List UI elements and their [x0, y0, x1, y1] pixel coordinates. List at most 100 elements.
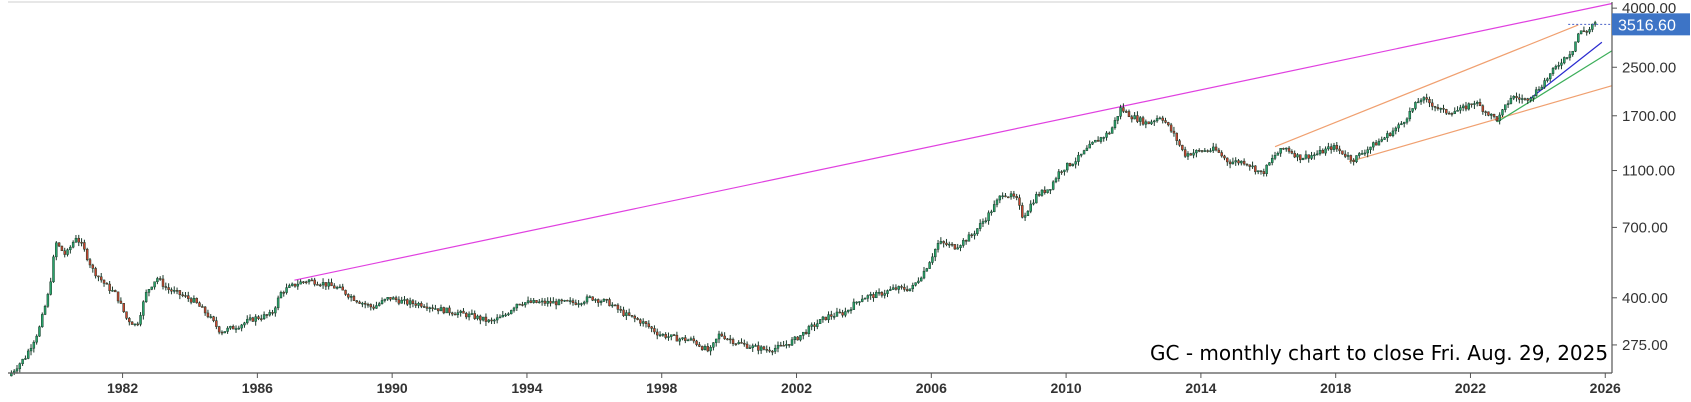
candle-down	[529, 300, 533, 303]
candle-down	[723, 335, 726, 340]
candle-up	[776, 344, 780, 349]
candle-down	[608, 299, 611, 307]
candle-down	[1130, 116, 1134, 120]
candle-down	[414, 303, 417, 306]
candle-up	[1009, 193, 1013, 198]
candle-down	[1582, 30, 1586, 32]
candle-up	[580, 303, 583, 305]
candle-down	[1518, 97, 1521, 100]
candle-down	[650, 326, 653, 329]
candle-up	[254, 316, 257, 322]
candle-up	[1155, 118, 1159, 122]
candle-up	[799, 335, 802, 341]
candle-down	[1172, 130, 1176, 134]
candle-up	[860, 298, 864, 302]
candle-up	[268, 312, 271, 316]
candle-up	[299, 281, 302, 285]
candle-down	[1492, 113, 1496, 117]
candle-up	[229, 325, 232, 329]
candle-up	[922, 270, 926, 279]
candle-down	[316, 284, 319, 286]
candle-up	[585, 296, 589, 303]
candle-down	[953, 244, 957, 250]
candle-down	[473, 313, 476, 319]
candle-up	[383, 298, 387, 301]
candle-up	[111, 290, 114, 292]
candle-up	[658, 334, 662, 337]
candle-up	[956, 247, 959, 250]
candle-down	[768, 349, 771, 352]
candle-down	[1447, 112, 1451, 115]
candle-up	[1571, 50, 1574, 55]
candle-down	[369, 304, 373, 308]
candle-up	[849, 309, 853, 311]
candle-down	[726, 338, 729, 341]
candle-up	[1512, 96, 1515, 99]
candle-down	[633, 315, 637, 319]
candle-up	[1032, 202, 1035, 205]
x-tick-label: 2002	[781, 380, 812, 396]
candle-down	[217, 326, 221, 333]
candle-down	[1226, 157, 1229, 163]
candle-up	[844, 311, 847, 316]
candle-up	[992, 204, 996, 213]
candle-up	[378, 303, 381, 306]
candle-up	[1304, 154, 1308, 159]
candle-up	[1568, 54, 1572, 58]
candle-up	[1372, 142, 1375, 148]
candle-down	[324, 282, 328, 287]
candle-down	[1374, 142, 1378, 146]
candle-down	[796, 336, 799, 341]
candle-up	[1593, 22, 1597, 25]
candle-up	[1153, 120, 1156, 123]
candle-up	[288, 285, 291, 288]
candle-up	[1557, 65, 1560, 67]
candle-up	[981, 221, 985, 224]
candle-down	[554, 301, 558, 306]
candle-down	[605, 298, 608, 301]
candle-up	[392, 297, 395, 300]
candle-up	[1080, 153, 1083, 156]
candle-up	[1051, 181, 1055, 190]
candle-up	[877, 292, 881, 294]
y-tick-label: 400.00	[1622, 290, 1668, 307]
candle-down	[684, 337, 687, 341]
candle-down	[779, 344, 783, 347]
candle-up	[1310, 155, 1313, 159]
candle-up	[641, 321, 645, 324]
candle-down	[824, 316, 827, 321]
candle-down	[1254, 165, 1257, 173]
candle-up	[1065, 162, 1069, 171]
candle-down	[431, 307, 434, 309]
candle-up	[262, 314, 266, 319]
candle-down	[119, 300, 123, 304]
candle-down	[518, 303, 521, 306]
candle-up	[1276, 152, 1280, 156]
candle-down	[130, 321, 134, 325]
candle-down	[170, 289, 173, 292]
candle-down	[1259, 170, 1263, 172]
candle-up	[538, 301, 541, 304]
candle-up	[524, 302, 527, 306]
y-tick-label: 700.00	[1622, 219, 1668, 236]
candle-up	[1071, 163, 1075, 167]
last-price-label: 3516.60	[1618, 17, 1676, 34]
candle-up	[1256, 170, 1260, 173]
candle-down	[344, 289, 347, 295]
x-tick-label: 2006	[916, 380, 947, 396]
candle-down	[1487, 111, 1490, 116]
candle-up	[936, 243, 940, 250]
candle-up	[1099, 137, 1103, 142]
candle-up	[1551, 68, 1555, 74]
candle-down	[1183, 149, 1187, 157]
candle-up	[434, 308, 437, 310]
candle-down	[99, 276, 103, 281]
candle-down	[664, 334, 667, 338]
candle-down	[1450, 113, 1454, 115]
candle-up	[1279, 148, 1282, 154]
candle-up	[1001, 195, 1004, 198]
candle-up	[1439, 108, 1442, 110]
candle-up	[403, 299, 406, 301]
candle-up	[577, 303, 580, 305]
trendline	[294, 2, 1613, 281]
